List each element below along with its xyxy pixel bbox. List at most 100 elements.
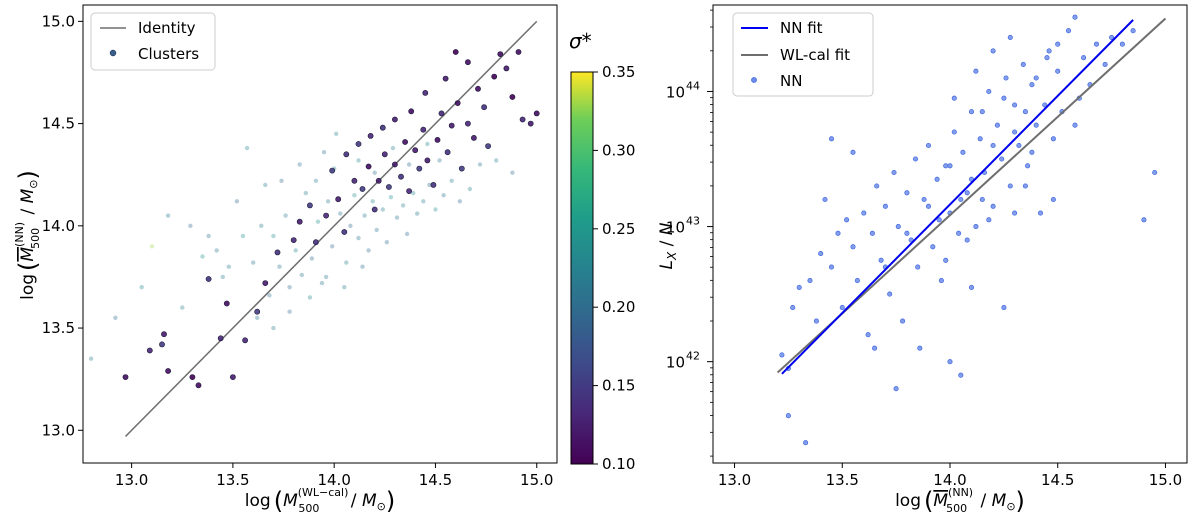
- cluster-point: [251, 260, 256, 265]
- nn-point: [796, 284, 802, 290]
- colorbar-tick-label: 0.20: [602, 298, 635, 316]
- nn-point: [960, 149, 966, 155]
- right-y-tick-exponent: 44: [686, 79, 700, 92]
- nn-point: [968, 109, 975, 115]
- cluster-point: [370, 199, 375, 204]
- cluster-point: [449, 178, 454, 183]
- cluster-point: [217, 335, 224, 342]
- cluster-point: [342, 285, 347, 290]
- colorbar-gradient: [570, 71, 594, 465]
- nn-point: [844, 217, 850, 223]
- colorbar-ticks: 0.10 0.15 0.20 0.25 0.30 0.35: [593, 63, 635, 473]
- nn-point: [930, 244, 936, 250]
- cluster-point: [509, 94, 516, 100]
- cluster-point: [406, 162, 412, 167]
- cluster-point: [406, 188, 412, 194]
- cluster-point: [263, 182, 268, 188]
- left-legend: Identity Clusters: [90, 12, 216, 71]
- nn-point: [1029, 149, 1035, 155]
- nn-point: [869, 230, 875, 236]
- cluster-point: [365, 163, 372, 170]
- cluster-point: [348, 223, 353, 228]
- cluster-point: [287, 309, 292, 314]
- nn-point: [990, 203, 996, 209]
- left-y-tick-label: 14.5: [42, 115, 75, 133]
- cluster-point: [329, 167, 336, 174]
- nn-point: [1130, 28, 1136, 34]
- cluster-point: [408, 108, 415, 115]
- cluster-point: [527, 120, 534, 127]
- right-x-tick-label: 13.0: [718, 471, 751, 489]
- nn-point: [850, 149, 856, 155]
- cluster-point: [402, 139, 408, 145]
- nn-fit-line: [781, 19, 1134, 375]
- nn-point: [854, 278, 860, 284]
- nn-point: [865, 332, 871, 338]
- cluster-point: [442, 75, 449, 82]
- cluster-point: [299, 272, 304, 278]
- nn-point: [994, 122, 1000, 128]
- left-y-tick-label: 13.0: [42, 421, 75, 439]
- nn-point: [807, 278, 813, 284]
- cluster-point: [351, 177, 358, 184]
- nn-point: [1029, 82, 1035, 88]
- nn-point: [790, 305, 796, 311]
- cluster-point: [379, 124, 386, 131]
- cluster-point: [313, 178, 319, 183]
- svg-text:LX / N: LX / N: [657, 222, 679, 269]
- cluster-point: [444, 149, 451, 156]
- cluster-point: [234, 199, 240, 204]
- cluster-point: [391, 116, 398, 123]
- nn-point: [968, 284, 975, 290]
- nn-point: [835, 230, 841, 236]
- cluster-point: [149, 244, 155, 249]
- cluster-point: [421, 199, 426, 204]
- nn-point: [958, 196, 964, 203]
- cluster-point: [430, 181, 437, 188]
- right-fit-lines: [776, 17, 1167, 375]
- cluster-point: [159, 341, 165, 348]
- cluster-point: [189, 374, 196, 380]
- nn-point: [785, 413, 791, 419]
- nn-point: [1119, 41, 1125, 47]
- nn-point: [1152, 169, 1158, 176]
- right-x-tick-label: 13.5: [826, 471, 859, 489]
- cluster-point: [400, 203, 406, 208]
- nn-point: [1141, 217, 1147, 223]
- nn-point: [861, 210, 867, 216]
- cluster-point: [420, 126, 427, 133]
- nn-point: [1055, 41, 1061, 47]
- legend-identity-label: Identity: [138, 19, 196, 37]
- cluster-point: [380, 207, 385, 212]
- left-y-axis-label: log(M(NN) 500 / M⊙): [13, 170, 42, 300]
- left-axes-frame: [82, 4, 558, 464]
- legend-wl-cal-fit-label: WL-cal fit: [780, 46, 850, 64]
- cluster-point: [519, 116, 526, 123]
- left-x-tick-label: 14.5: [419, 471, 452, 489]
- colorbar: σ* 0.10 0.15 0.20 0.25 0.30 0.35: [569, 29, 635, 473]
- left-scatter-points: [88, 49, 540, 389]
- legend-nn-fit-label: NN fit: [780, 19, 823, 37]
- nn-point: [1046, 48, 1052, 54]
- cluster-point: [384, 240, 389, 245]
- cluster-point: [391, 161, 398, 168]
- cluster-point: [425, 141, 430, 147]
- cluster-point: [161, 331, 167, 338]
- cluster-point: [464, 59, 471, 66]
- nn-point: [1093, 41, 1100, 47]
- cluster-point: [366, 248, 371, 253]
- nn-point: [977, 136, 983, 142]
- cluster-point: [330, 244, 335, 249]
- nn-point: [1012, 210, 1018, 216]
- cluster-point: [220, 274, 225, 280]
- nn-point: [947, 359, 953, 365]
- nn-point: [1037, 210, 1044, 216]
- nn-point: [1016, 142, 1022, 149]
- left-y-ticks: 13.0 13.5 14.0 14.5 15.0: [42, 12, 83, 439]
- cluster-point: [385, 184, 392, 190]
- nn-point: [828, 264, 835, 270]
- nn-point: [904, 230, 910, 236]
- cluster-point: [374, 227, 379, 233]
- nn-point: [990, 48, 996, 54]
- cluster-point: [244, 145, 250, 151]
